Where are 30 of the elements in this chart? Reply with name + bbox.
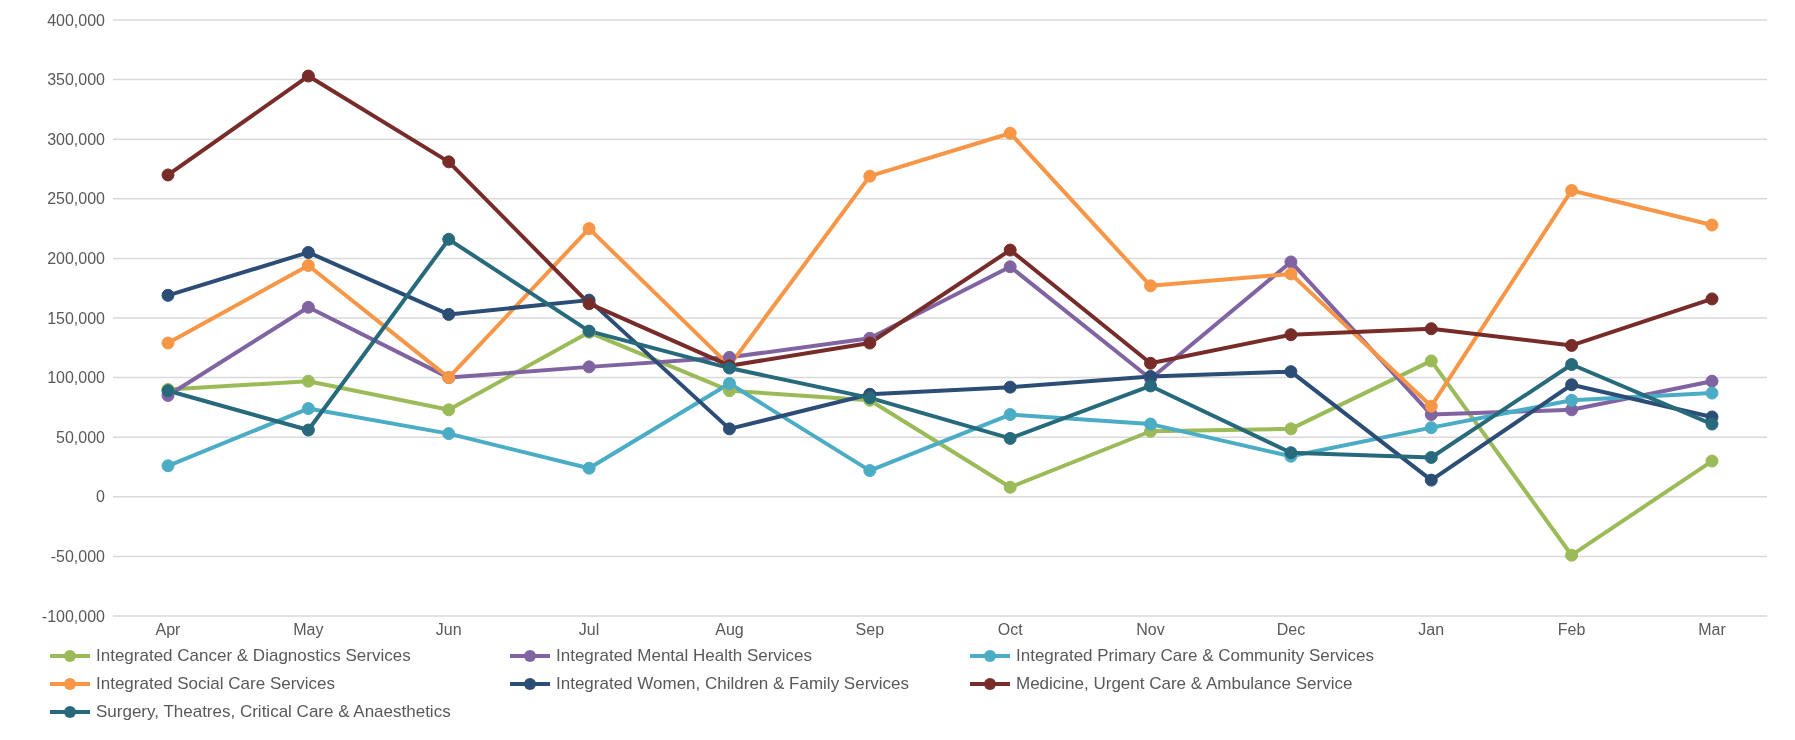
x-tick-label: Oct [997,621,1024,639]
legend-label: Integrated Social Care Services [96,674,336,694]
y-tick-label: 150,000 [47,309,106,327]
x-tick-label: Jun [435,621,462,639]
y-tick-label: -100,000 [41,607,106,625]
x-tick-label: Feb [1557,621,1586,639]
x-tick-label: Jul [578,621,600,639]
y-tick-label: 50,000 [56,428,106,446]
y-tick-label: -50,000 [50,548,106,566]
legend-label: Integrated Mental Health Services [556,646,813,666]
x-tick-label: Nov [1136,621,1165,639]
y-tick-label: 400,000 [47,11,106,29]
x-tick-label: Dec [1276,621,1306,639]
y-tick-label: 0 [96,488,106,506]
legend-label: Integrated Primary Care & Community Services [1016,646,1375,666]
legend-label: Integrated Women, Children & Family Services [556,674,910,694]
legend-label: Medicine, Urgent Care & Ambulance Service [1016,674,1353,694]
y-tick-label: 350,000 [47,71,106,89]
y-tick-label: 200,000 [47,250,106,268]
y-tick-label: 250,000 [47,190,106,208]
x-tick-label: Mar [1698,621,1727,639]
x-tick-label: Aug [715,621,744,639]
x-tick-label: Sep [855,621,885,639]
y-tick-label: 100,000 [47,369,106,387]
legend-label: Surgery, Theatres, Critical Care & Anaesthetics [96,702,451,722]
x-tick-label: Apr [155,621,182,639]
y-tick-label: 300,000 [47,130,106,148]
x-tick-label: Jan [1418,621,1445,639]
legend-label: Integrated Cancer & Diagnostics Services [96,646,411,666]
x-tick-label: May [293,621,324,639]
